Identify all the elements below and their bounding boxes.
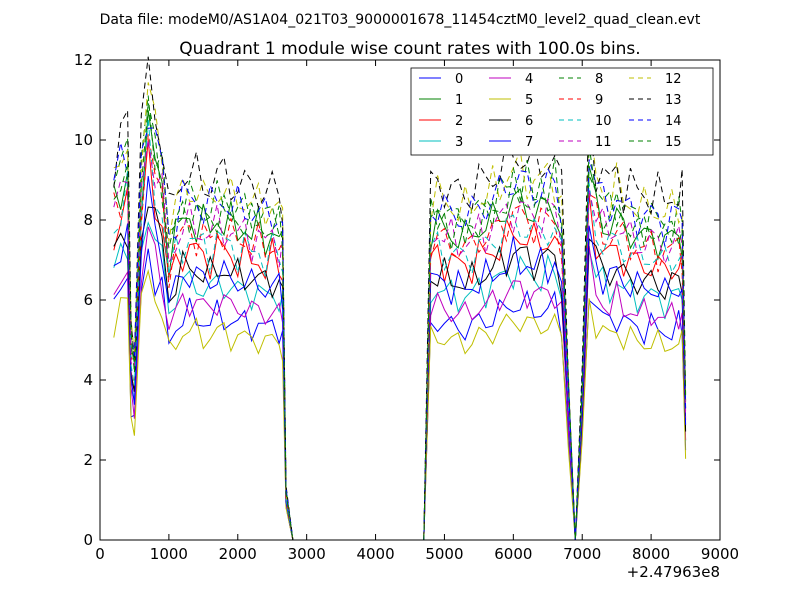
y-tick-label: 0 xyxy=(83,531,93,549)
series-lines xyxy=(113,56,687,541)
x-tick-label: 8000 xyxy=(632,545,670,563)
x-tick-label: 7000 xyxy=(563,545,601,563)
series-line-15 xyxy=(113,102,687,541)
x-tick-label: 2000 xyxy=(219,545,257,563)
series-line-7 xyxy=(113,176,687,541)
x-offset-label: +2.47963e8 xyxy=(627,563,720,581)
y-tick-label: 2 xyxy=(83,451,93,469)
y-tick-label: 8 xyxy=(83,211,93,229)
legend-label-10: 10 xyxy=(595,114,612,129)
legend-label-1: 1 xyxy=(455,93,463,108)
y-tick-label: 12 xyxy=(74,51,93,69)
y-tick-label: 6 xyxy=(83,291,93,309)
x-tick-label: 4000 xyxy=(356,545,394,563)
legend-label-2: 2 xyxy=(455,114,463,129)
series-line-11 xyxy=(113,139,687,541)
series-line-5 xyxy=(113,269,687,541)
x-tick-label: 1000 xyxy=(150,545,188,563)
legend-label-11: 11 xyxy=(595,135,612,150)
legend-label-15: 15 xyxy=(665,135,682,150)
series-line-4 xyxy=(113,226,687,541)
series-line-0 xyxy=(113,248,687,541)
x-axis: 0 1000 2000 3000 4000 5000 6000 7000 8000 9000 xyxy=(95,60,739,563)
legend-label-8: 8 xyxy=(595,72,603,87)
legend-label-3: 3 xyxy=(455,135,463,150)
chart-title: Quadrant 1 module wise count rates with … xyxy=(179,39,640,59)
chart-suptitle: Data file: modeM0/AS1A04_021T03_90000016… xyxy=(100,12,701,28)
series-line-9 xyxy=(113,134,687,541)
series-line-14 xyxy=(113,127,687,541)
x-tick-label: 6000 xyxy=(494,545,532,563)
series-line-3 xyxy=(113,221,687,541)
legend-label-12: 12 xyxy=(665,72,682,87)
legend-label-14: 14 xyxy=(665,114,682,129)
x-tick-label: 0 xyxy=(95,545,105,563)
series-line-2 xyxy=(113,140,687,541)
y-tick-label: 4 xyxy=(83,371,93,389)
series-line-13 xyxy=(113,56,687,541)
x-tick-label: 3000 xyxy=(288,545,326,563)
legend-label-7: 7 xyxy=(525,135,533,150)
legend-label-9: 9 xyxy=(595,93,603,108)
legend-label-0: 0 xyxy=(455,72,463,87)
x-tick-label: 9000 xyxy=(701,545,739,563)
legend-label-4: 4 xyxy=(525,72,533,87)
series-line-6 xyxy=(113,206,687,541)
legend-label-5: 5 xyxy=(525,93,533,108)
x-tick-label: 5000 xyxy=(425,545,463,563)
legend-label-6: 6 xyxy=(525,114,533,129)
series-line-8 xyxy=(113,95,687,541)
series-line-12 xyxy=(113,82,687,541)
legend-label-13: 13 xyxy=(665,93,682,108)
y-tick-label: 10 xyxy=(74,131,93,149)
